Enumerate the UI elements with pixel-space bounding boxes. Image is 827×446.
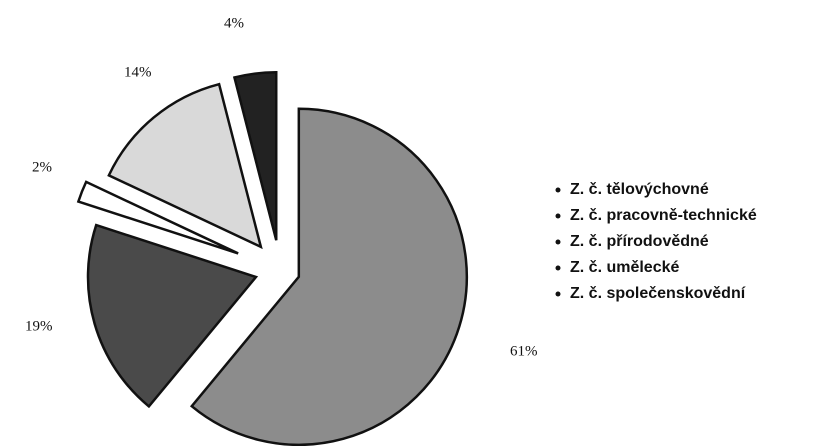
- legend-label: Z. č. pracovně-technické: [570, 207, 757, 224]
- legend-bullet: [555, 187, 561, 193]
- legend-label: Z. č. přírodovědné: [570, 233, 709, 250]
- legend-bullet: [555, 239, 561, 245]
- pie-slice: [86, 223, 259, 409]
- pie-slice: [76, 180, 239, 255]
- pie-slice: [189, 107, 469, 446]
- legend-label: Z. č. umělecké: [570, 259, 679, 276]
- legend-bullet: [555, 213, 561, 219]
- slice-label: 2%: [32, 159, 52, 175]
- slice-label: 14%: [124, 64, 152, 80]
- slice-label: 19%: [25, 318, 53, 334]
- pie-slice: [107, 82, 263, 250]
- slice-label: 4%: [224, 15, 244, 31]
- slice-label: 61%: [510, 343, 538, 359]
- pie-slice: [232, 70, 278, 241]
- legend-label: Z. č. tělovýchovné: [570, 181, 709, 198]
- legend-label: Z. č. společenskovědní: [570, 285, 746, 302]
- legend-bullet: [555, 291, 561, 297]
- legend-bullet: [555, 265, 561, 271]
